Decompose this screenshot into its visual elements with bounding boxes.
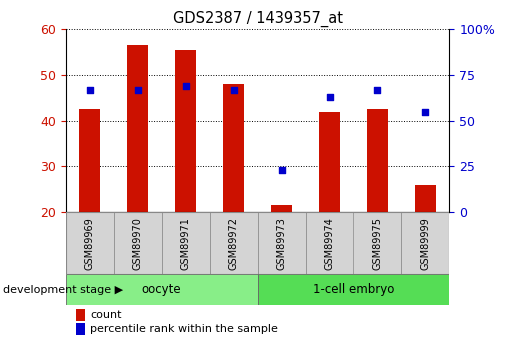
Point [421, 109, 429, 114]
Bar [306, 212, 353, 274]
Bar [415, 185, 436, 212]
Text: GSM89971: GSM89971 [181, 217, 190, 270]
Bar [210, 212, 258, 274]
Bar [162, 212, 210, 274]
Point [325, 94, 333, 100]
Bar [223, 84, 244, 212]
Bar [354, 212, 401, 274]
Bar [258, 212, 306, 274]
Point [133, 87, 141, 92]
Bar [175, 50, 196, 212]
Text: development stage ▶: development stage ▶ [3, 285, 123, 295]
Point [86, 87, 94, 92]
Bar [79, 109, 100, 212]
Text: GSM89973: GSM89973 [277, 217, 286, 270]
Text: count: count [90, 310, 121, 320]
Text: GSM89969: GSM89969 [85, 217, 94, 269]
Bar [258, 274, 449, 305]
Text: percentile rank within the sample: percentile rank within the sample [90, 324, 278, 334]
Text: 1-cell embryo: 1-cell embryo [313, 283, 394, 296]
Bar [66, 274, 258, 305]
Text: GSM89974: GSM89974 [325, 217, 334, 270]
Text: GSM89975: GSM89975 [373, 217, 382, 270]
Bar [319, 112, 340, 212]
Point [229, 87, 238, 92]
Bar [127, 45, 148, 212]
Bar [271, 205, 292, 212]
Bar [114, 212, 162, 274]
Text: GSM89999: GSM89999 [421, 217, 430, 269]
Point [373, 87, 382, 92]
Bar [401, 212, 449, 274]
Bar [66, 212, 114, 274]
Point [277, 167, 285, 173]
Text: oocyte: oocyte [142, 283, 181, 296]
Text: GSM89970: GSM89970 [133, 217, 142, 270]
Text: GSM89972: GSM89972 [229, 217, 238, 270]
Bar [367, 109, 388, 212]
Point [181, 83, 189, 89]
Title: GDS2387 / 1439357_at: GDS2387 / 1439357_at [173, 10, 342, 27]
